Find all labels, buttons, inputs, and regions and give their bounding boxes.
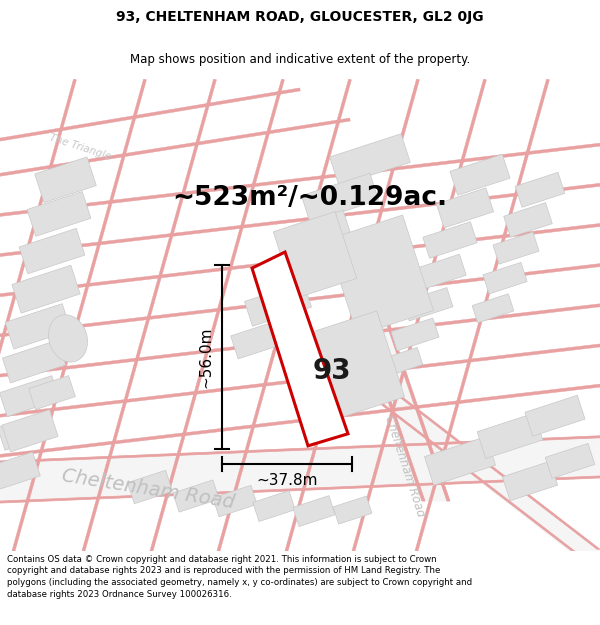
Polygon shape	[0, 436, 600, 463]
Polygon shape	[2, 409, 58, 452]
Polygon shape	[5, 304, 71, 349]
Ellipse shape	[49, 315, 88, 362]
Polygon shape	[128, 470, 172, 504]
Polygon shape	[278, 210, 352, 258]
Polygon shape	[503, 202, 553, 238]
Polygon shape	[231, 318, 293, 359]
Polygon shape	[0, 344, 600, 418]
Polygon shape	[545, 443, 595, 478]
Polygon shape	[0, 118, 350, 176]
Polygon shape	[213, 485, 257, 517]
Polygon shape	[285, 79, 419, 552]
Polygon shape	[436, 188, 494, 228]
Polygon shape	[0, 183, 600, 257]
Polygon shape	[293, 496, 335, 526]
Polygon shape	[330, 134, 410, 186]
Polygon shape	[0, 384, 600, 458]
Polygon shape	[0, 79, 76, 552]
Polygon shape	[82, 79, 217, 552]
Polygon shape	[0, 476, 600, 503]
Polygon shape	[424, 436, 496, 485]
Polygon shape	[0, 411, 55, 450]
Polygon shape	[352, 79, 487, 552]
Text: ~523m²/~0.129ac.: ~523m²/~0.129ac.	[172, 185, 448, 211]
Polygon shape	[0, 143, 600, 216]
Polygon shape	[217, 79, 352, 552]
Text: 93: 93	[313, 356, 352, 384]
Polygon shape	[19, 228, 85, 274]
Polygon shape	[12, 265, 80, 313]
Polygon shape	[305, 311, 404, 420]
Text: Cheltenham Road: Cheltenham Road	[382, 414, 428, 518]
Polygon shape	[502, 461, 557, 501]
Polygon shape	[403, 288, 453, 321]
Polygon shape	[472, 294, 514, 322]
Text: Map shows position and indicative extent of the property.: Map shows position and indicative extent…	[130, 53, 470, 66]
Polygon shape	[515, 173, 565, 208]
Polygon shape	[355, 310, 450, 501]
Polygon shape	[378, 381, 600, 549]
Polygon shape	[450, 154, 510, 195]
Polygon shape	[252, 252, 348, 446]
Polygon shape	[245, 282, 311, 326]
Polygon shape	[357, 310, 425, 501]
Text: Cheltenham Road: Cheltenham Road	[60, 466, 236, 512]
Polygon shape	[0, 304, 600, 377]
Polygon shape	[27, 191, 91, 236]
Text: ~56.0m: ~56.0m	[199, 326, 214, 388]
Polygon shape	[391, 318, 439, 351]
Polygon shape	[326, 215, 433, 335]
Polygon shape	[483, 262, 527, 294]
Polygon shape	[35, 157, 96, 202]
Text: The Triangle: The Triangle	[48, 133, 112, 162]
Polygon shape	[253, 491, 295, 521]
Polygon shape	[0, 436, 600, 501]
Polygon shape	[0, 376, 59, 417]
Polygon shape	[333, 496, 372, 524]
Polygon shape	[477, 413, 543, 459]
Polygon shape	[423, 222, 477, 258]
Polygon shape	[173, 480, 219, 512]
Polygon shape	[493, 232, 539, 264]
Polygon shape	[0, 452, 40, 490]
Polygon shape	[0, 264, 600, 337]
Text: ~37.8m: ~37.8m	[256, 474, 318, 489]
Polygon shape	[29, 376, 76, 409]
Polygon shape	[2, 340, 65, 383]
Text: 93, CHELTENHAM ROAD, GLOUCESTER, GL2 0JG: 93, CHELTENHAM ROAD, GLOUCESTER, GL2 0JG	[116, 11, 484, 24]
Polygon shape	[0, 224, 600, 297]
Polygon shape	[382, 310, 450, 501]
Polygon shape	[0, 88, 300, 141]
Polygon shape	[525, 395, 585, 436]
Polygon shape	[273, 212, 357, 299]
Polygon shape	[350, 381, 600, 551]
Polygon shape	[12, 79, 146, 552]
Text: Contains OS data © Crown copyright and database right 2021. This information is : Contains OS data © Crown copyright and d…	[7, 554, 472, 599]
Polygon shape	[150, 79, 284, 552]
Polygon shape	[350, 381, 575, 551]
Polygon shape	[414, 254, 466, 290]
Polygon shape	[301, 173, 379, 222]
Polygon shape	[377, 348, 423, 378]
Polygon shape	[415, 79, 550, 552]
Polygon shape	[260, 248, 330, 292]
